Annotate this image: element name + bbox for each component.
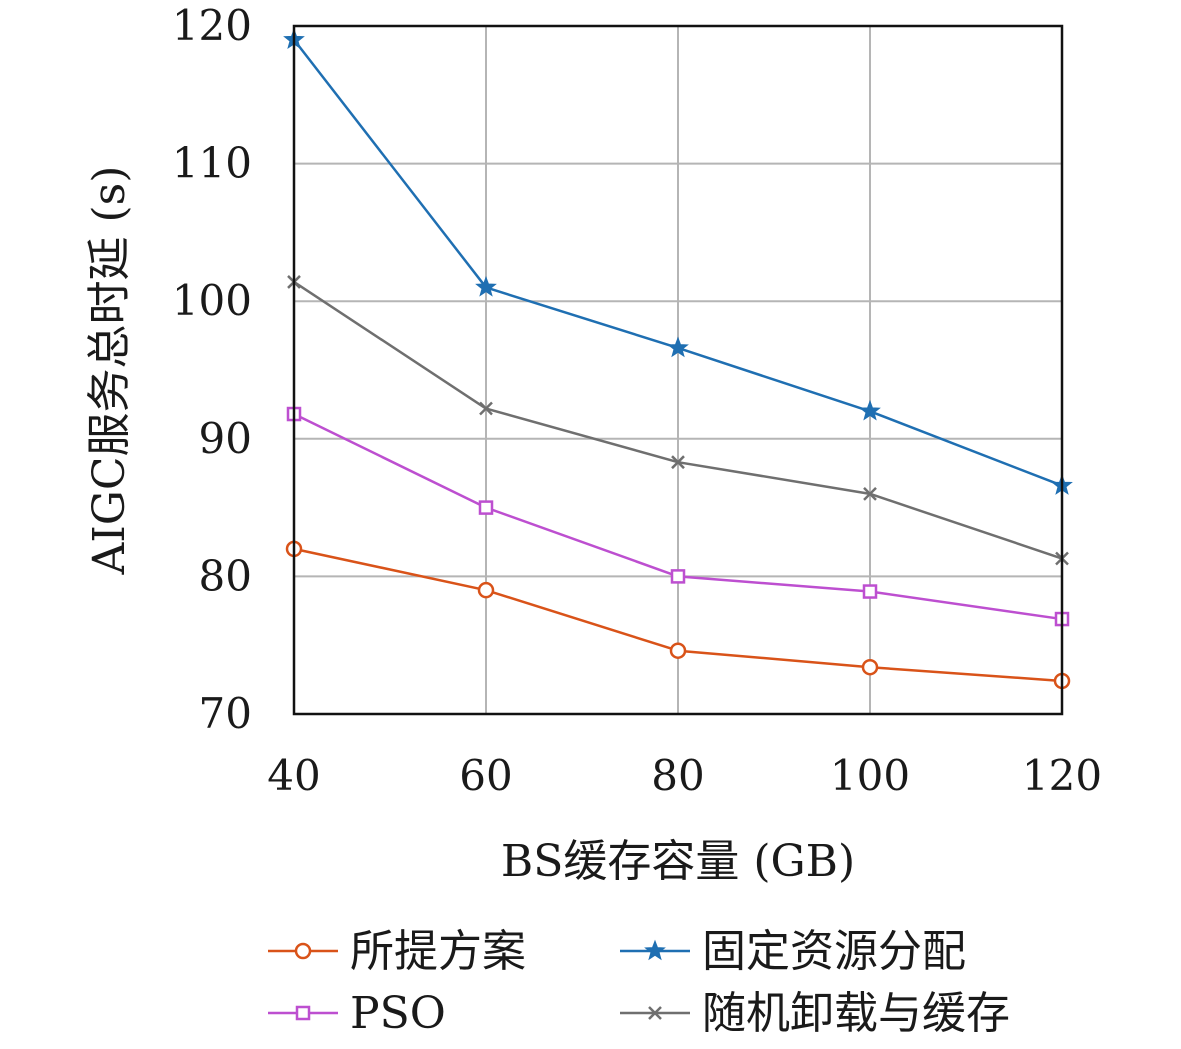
data-point-marker [475,276,497,297]
data-point-marker [479,401,493,416]
y-tick-label: 100 [172,276,252,325]
legend-label: 固定资源分配 [702,926,966,977]
y-tick-label: 90 [199,414,252,463]
legend-item: 随机卸载与缓存 [620,988,1010,1039]
data-point-marker [477,581,495,599]
plot-frame [292,24,1064,716]
x-axis-title: BS缓存容量 (GB) [501,836,855,887]
x-tick-label: 120 [1022,751,1102,800]
legend-marker [648,1006,662,1020]
y-tick-label: 110 [172,139,252,188]
data-point-marker [671,455,685,470]
x-tick-labels: 40 60 80 100 120 [267,751,1102,800]
x-tick-label: 60 [459,751,512,800]
legend: 所提方案 固定资源分配 PSO 随机卸载与缓存 [268,926,1010,1039]
legend-marker [295,1005,311,1021]
data-point-marker [859,399,881,421]
data-point-marker [862,584,878,599]
x-tick-label: 40 [267,751,320,800]
data-point-marker [670,569,686,584]
data-point-marker [478,500,494,515]
grid [293,25,1063,715]
legend-marker [644,939,666,961]
legend-item: 所提方案 [268,926,526,977]
y-tick-label: 80 [199,551,252,600]
x-tick-label: 100 [830,751,910,800]
data-point-marker [669,642,687,659]
legend-label: 随机卸载与缓存 [702,988,1010,1039]
y-tick-label: 70 [199,689,252,738]
data-point-marker [863,486,877,501]
legend-label: 所提方案 [350,926,526,977]
legend-item: 固定资源分配 [620,926,966,977]
x-tick-label: 80 [651,751,704,800]
y-axis-title: AIGC服务总时延 (s) [84,166,135,576]
legend-item: PSO [268,988,446,1039]
data-point-marker [667,336,689,358]
legend-label: PSO [350,988,446,1039]
series-0 [285,540,1071,690]
legend-marker [294,942,312,960]
y-tick-label: 120 [172,1,252,50]
y-tick-labels: 70 80 90 100 110 120 [172,1,252,738]
data-point-marker [861,658,879,676]
